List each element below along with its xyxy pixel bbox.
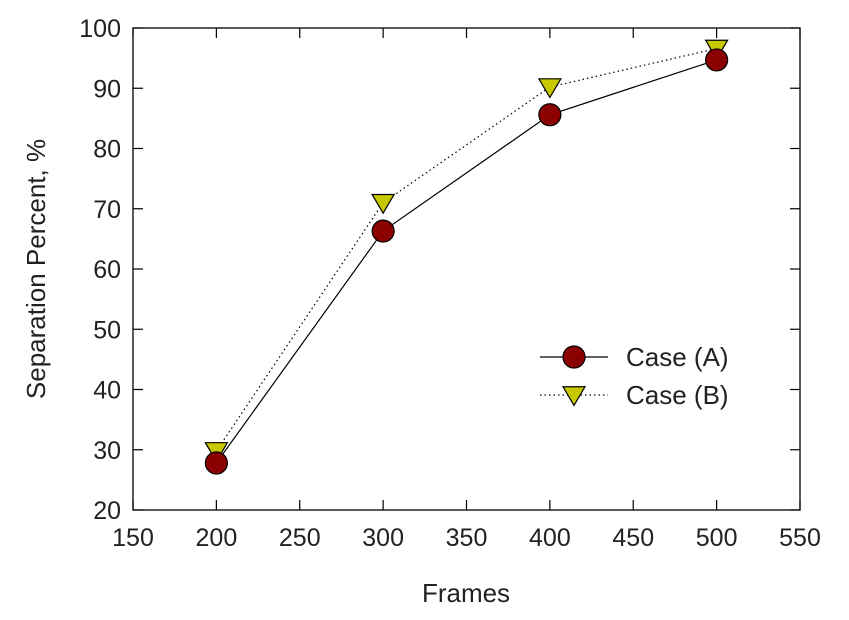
y-tick-label: 50 <box>93 316 121 344</box>
data-point-case-a <box>538 103 562 127</box>
x-tick-label: 150 <box>112 524 154 552</box>
x-tick-label: 250 <box>279 524 321 552</box>
legend: Case (A) Case (B) <box>540 342 729 410</box>
y-tick-label: 60 <box>93 256 121 284</box>
data-point-case-a <box>371 219 395 243</box>
x-tick-label: 300 <box>362 524 404 552</box>
y-tick-label: 80 <box>93 136 121 164</box>
series-layer <box>204 39 729 475</box>
x-tick-label: 400 <box>529 524 571 552</box>
x-tick-label: 500 <box>696 524 738 552</box>
y-tick-label: 100 <box>79 15 121 43</box>
y-tick-label: 20 <box>93 497 121 525</box>
y-tick-label: 70 <box>93 196 121 224</box>
legend-marker-case-b <box>561 386 587 407</box>
y-tick-label: 40 <box>93 377 121 405</box>
x-tick-label: 350 <box>446 524 488 552</box>
y-axis-title: Separation Percent, % <box>21 139 51 399</box>
x-tick-label: 200 <box>196 524 238 552</box>
plot-frame <box>132 27 801 511</box>
data-point-case-a <box>705 48 729 72</box>
data-point-case-b <box>371 193 396 215</box>
x-tick-label: 550 <box>779 524 821 552</box>
legend-label: Case (B) <box>626 380 729 410</box>
data-point-case-b <box>537 78 562 99</box>
legend-label: Case (A) <box>626 342 729 372</box>
y-axis: 20 30 40 50 60 70 80 90 100 <box>79 15 800 525</box>
series-line-case-b <box>215 47 717 452</box>
data-point-case-a <box>204 451 228 475</box>
x-axis: 150 200 250 300 350 400 450 500 550 <box>112 28 821 552</box>
series-line-case-a <box>215 59 717 464</box>
legend-marker-case-a <box>562 345 586 369</box>
x-axis-title: Frames <box>422 578 510 608</box>
y-tick-label: 90 <box>93 75 121 103</box>
y-tick-label: 30 <box>93 437 121 465</box>
x-tick-label: 450 <box>612 524 654 552</box>
